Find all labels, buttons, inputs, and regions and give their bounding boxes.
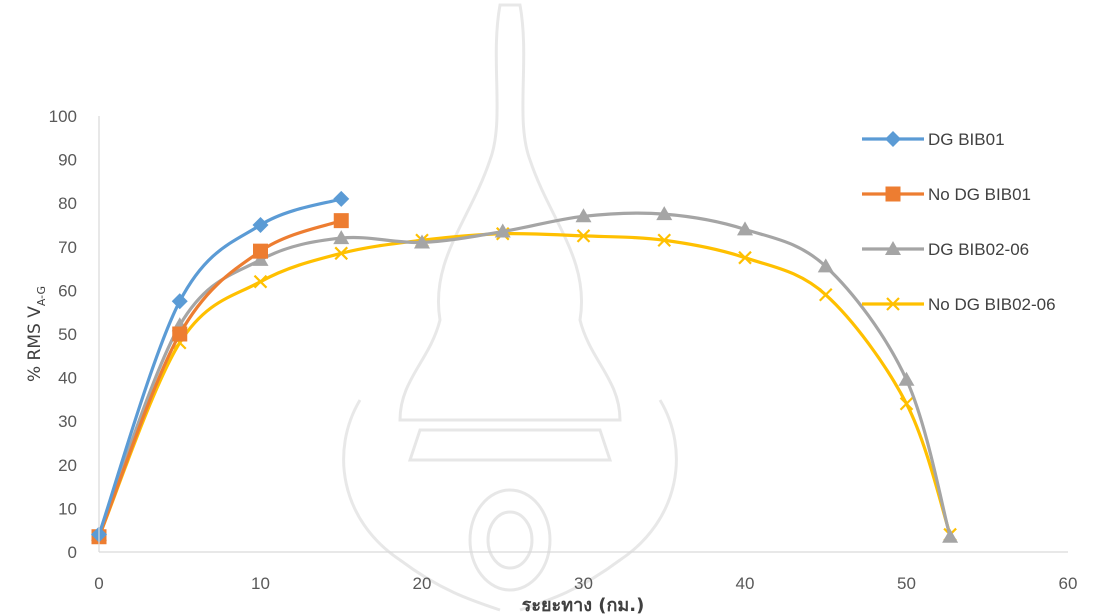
data-point bbox=[253, 243, 268, 259]
y-tick-label: 20 bbox=[58, 456, 77, 475]
y-tick-label: 30 bbox=[58, 412, 77, 431]
legend-label: No DG BIB01 bbox=[928, 185, 1031, 204]
y-tick-label: 90 bbox=[58, 151, 77, 170]
y-tick-label: 50 bbox=[58, 325, 77, 344]
data-point bbox=[414, 234, 430, 249]
data-point bbox=[576, 229, 591, 243]
y-tick-label: 100 bbox=[49, 107, 77, 126]
y-tick-label: 60 bbox=[58, 281, 77, 300]
legend-label: No DG BIB02-06 bbox=[928, 295, 1056, 314]
x-tick-label: 50 bbox=[897, 574, 916, 593]
series-line bbox=[97, 211, 952, 539]
legend-entry: No DG BIB02-06 bbox=[862, 295, 1056, 314]
x-axis-title: ระยะทาง (กม.) bbox=[522, 595, 645, 616]
axes: 0 10 20 30 40 50 60 0 10 20 30 40 50 60 70 80 90 100 bbox=[49, 107, 1078, 593]
legend-entry: No DG BIB01 bbox=[862, 185, 1031, 204]
x-tick-label: 60 bbox=[1059, 574, 1078, 593]
x-tick-label: 30 bbox=[574, 574, 593, 593]
y-axis-title: % RMS VA-G bbox=[25, 286, 48, 382]
x-tick-label: 40 bbox=[736, 574, 755, 593]
data-point bbox=[738, 250, 752, 265]
data-point bbox=[575, 208, 592, 223]
legend-entry: DG BIB01 bbox=[862, 130, 1005, 149]
data-point bbox=[334, 246, 349, 261]
series-line bbox=[97, 219, 343, 539]
data-point bbox=[818, 287, 833, 302]
legend-label: DG BIB01 bbox=[928, 130, 1005, 149]
x-tick-label: 10 bbox=[251, 574, 270, 593]
data-point bbox=[494, 223, 511, 238]
y-tick-label: 40 bbox=[58, 369, 77, 388]
data-point bbox=[898, 371, 915, 386]
y-axis-title-main: % RMS V bbox=[25, 306, 45, 382]
x-tick-label: 20 bbox=[413, 574, 432, 593]
series-line bbox=[97, 197, 343, 537]
data-point bbox=[333, 230, 350, 245]
legend-marker bbox=[885, 131, 901, 147]
data-point bbox=[252, 217, 269, 233]
y-tick-label: 10 bbox=[58, 499, 77, 518]
data-point bbox=[253, 274, 268, 289]
data-point bbox=[657, 233, 672, 248]
legend-marker bbox=[886, 297, 900, 311]
y-tick-label: 0 bbox=[68, 543, 77, 562]
legend-entry: DG BIB02-06 bbox=[862, 240, 1029, 259]
data-point bbox=[252, 251, 269, 266]
data-point bbox=[942, 528, 959, 543]
legend-marker bbox=[885, 241, 901, 255]
data-point bbox=[817, 258, 834, 273]
legend: DG BIB01 No DG BIB01 DG BIB02-06 No DG BIB0… bbox=[862, 130, 1056, 314]
data-point bbox=[899, 396, 914, 411]
series-3 bbox=[92, 226, 957, 544]
data-point bbox=[333, 213, 349, 229]
data-point bbox=[171, 293, 188, 310]
y-tick-label: 70 bbox=[58, 238, 77, 257]
x-tick-label: 0 bbox=[94, 574, 103, 593]
series-line bbox=[97, 231, 952, 539]
data-point bbox=[656, 206, 673, 221]
emblem-watermark bbox=[342, 3, 678, 612]
data-point bbox=[333, 190, 350, 207]
y-tick-label: 80 bbox=[58, 194, 77, 213]
legend-marker bbox=[885, 186, 901, 202]
data-point bbox=[737, 221, 753, 236]
legend-label: DG BIB02-06 bbox=[928, 240, 1029, 259]
data-point bbox=[172, 326, 188, 342]
y-axis-title-subscript: A-G bbox=[35, 286, 48, 306]
plot-area bbox=[91, 190, 959, 545]
